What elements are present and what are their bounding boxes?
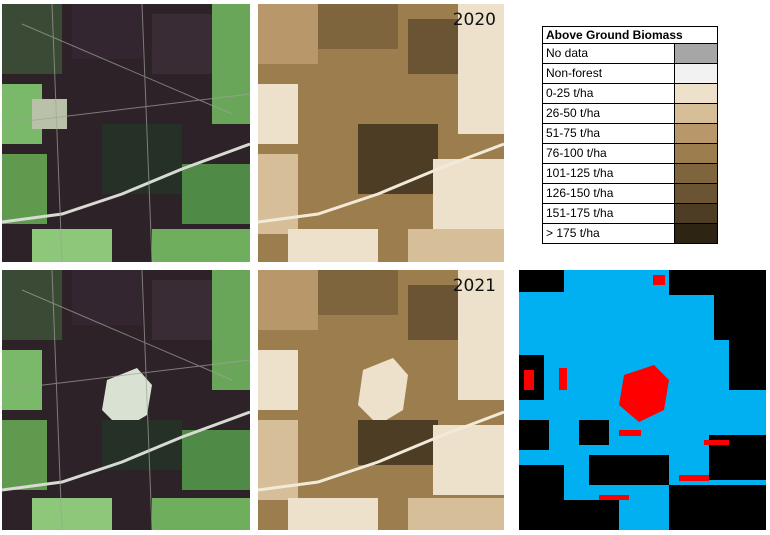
legend-row-51-75: 51-75 t/ha (543, 124, 717, 144)
biomass-legend: Above Ground Biomass No data Non-forest … (542, 26, 718, 244)
legend-swatch (675, 104, 717, 123)
legend-row-126-150: 126-150 t/ha (543, 184, 717, 204)
year-label-2020: 2020 (452, 10, 496, 30)
legend-row-0-25: 0-25 t/ha (543, 84, 717, 104)
legend-row-non-forest: Non-forest (543, 64, 717, 84)
satellite-image-2020 (2, 4, 250, 262)
legend-row-76-100: 76-100 t/ha (543, 144, 717, 164)
legend-row-151-175: 151-175 t/ha (543, 204, 717, 224)
legend-swatch (675, 124, 717, 143)
satellite-image-2021 (2, 270, 250, 530)
legend-swatch (675, 44, 717, 63)
forest-change-map (519, 270, 766, 530)
biomass-map-2021: 2021 (258, 270, 504, 530)
legend-row-26-50: 26-50 t/ha (543, 104, 717, 124)
biomass-map-2020: 2020 (258, 4, 504, 262)
year-label-2021: 2021 (452, 276, 496, 296)
legend-swatch (675, 204, 717, 223)
legend-swatch (675, 164, 717, 183)
legend-row-gt-175: > 175 t/ha (543, 224, 717, 243)
legend-swatch (675, 184, 717, 203)
forest-loss-area (524, 275, 729, 500)
legend-row-no-data: No data (543, 44, 717, 64)
legend-swatch (675, 144, 717, 163)
legend-swatch (675, 224, 717, 243)
legend-swatch (675, 84, 717, 103)
legend-row-101-125: 101-125 t/ha (543, 164, 717, 184)
legend-title: Above Ground Biomass (543, 27, 717, 44)
legend-swatch (675, 64, 717, 83)
